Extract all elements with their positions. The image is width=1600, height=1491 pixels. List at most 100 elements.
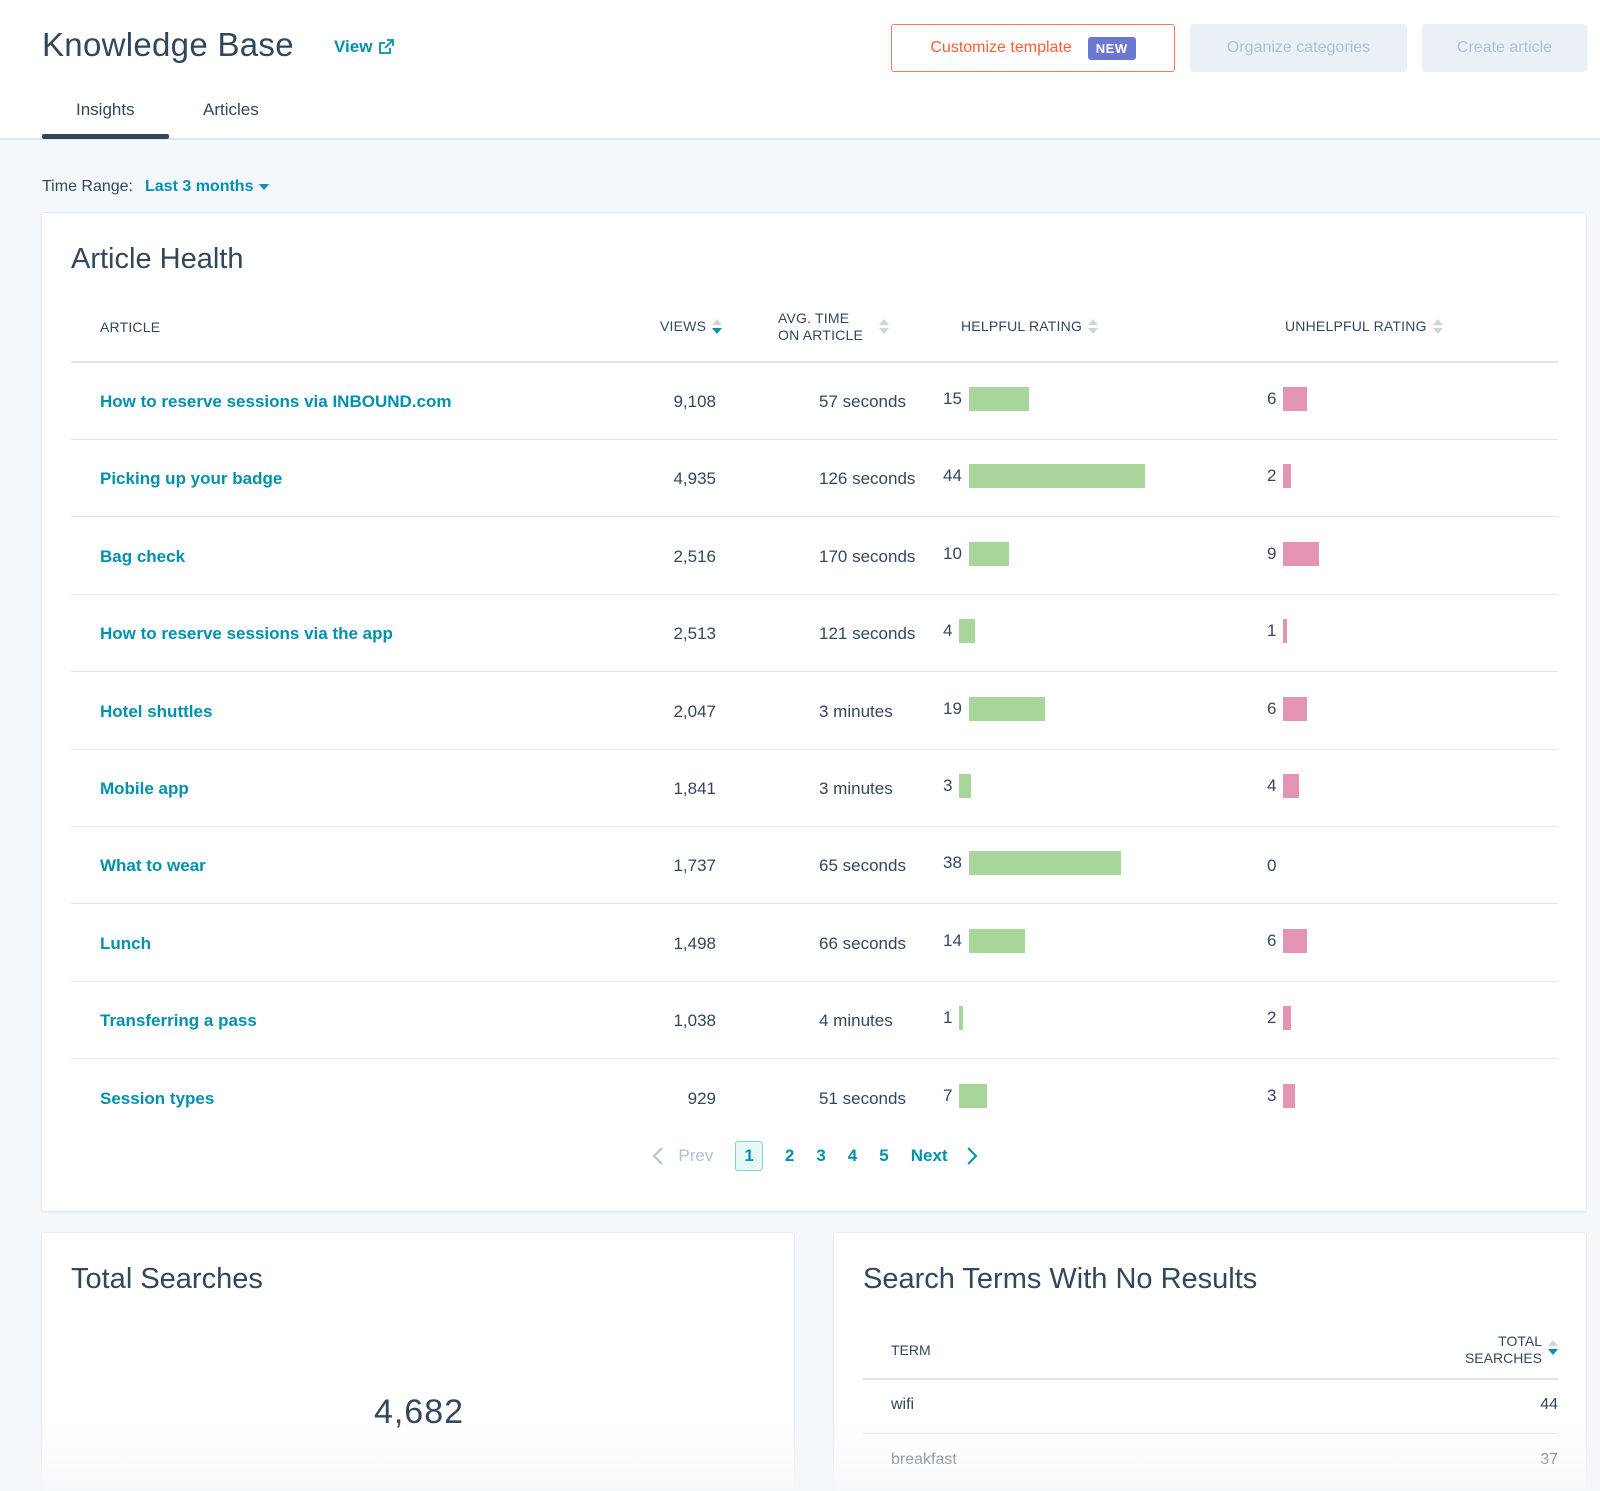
article-link[interactable]: Session types xyxy=(100,1088,215,1108)
external-link-icon xyxy=(379,39,395,54)
table-row: Bag check 2,516 170 seconds 10 9 xyxy=(71,518,1558,595)
unhelpful-rating-value: 6 xyxy=(1267,389,1277,408)
view-link[interactable]: View xyxy=(334,37,395,57)
next-page-label: Next xyxy=(910,1146,948,1165)
views-cell: 9,108 xyxy=(673,392,716,411)
unhelpful-rating-value: 9 xyxy=(1267,543,1277,563)
page-button-2[interactable]: 2 xyxy=(784,1146,795,1165)
customize-template-button[interactable]: Customize template NEW xyxy=(891,24,1175,72)
column-header-article: ARTICLE xyxy=(100,319,161,335)
count-cell: 37 xyxy=(1540,1451,1558,1468)
helpful-rating-bar xyxy=(959,774,971,798)
helpful-rating-value: 38 xyxy=(943,853,962,873)
table-header-divider xyxy=(71,361,1558,363)
helpful-rating-bar xyxy=(959,1006,963,1031)
helpful-rating-value: 44 xyxy=(943,466,962,486)
organize-categories-button[interactable]: Organize categories xyxy=(1190,24,1407,72)
count-cell: 44 xyxy=(1540,1396,1558,1413)
customize-template-label: Customize template xyxy=(930,39,1072,56)
unhelpful-rating-bar xyxy=(1283,464,1291,489)
unhelpful-rating-bar xyxy=(1283,541,1319,566)
table-row: What to wear 1,737 65 seconds 38 0 xyxy=(71,827,1558,905)
sort-icon xyxy=(1548,1339,1558,1357)
time-range-filter: Time Range: Last 3 months xyxy=(42,178,270,196)
unhelpful-rating-bar xyxy=(1283,696,1307,721)
term-cell: wifi xyxy=(891,1396,915,1413)
article-link[interactable]: How to reserve sessions via the app xyxy=(100,624,393,644)
unhelpful-rating-value: 6 xyxy=(1267,930,1277,950)
total-searches-card: Total Searches 4,682 xyxy=(41,1232,795,1491)
avg-time-cell: 170 seconds xyxy=(819,546,916,566)
column-header-total-line2: SEARCHES xyxy=(1464,1350,1542,1366)
avg-time-cell: 57 seconds xyxy=(819,392,906,411)
sort-icon xyxy=(879,318,889,336)
helpful-rating-bar xyxy=(959,1083,987,1108)
views-cell: 1,841 xyxy=(673,779,716,798)
unhelpful-rating-bar xyxy=(1283,774,1299,798)
column-header-views[interactable]: VIEWS xyxy=(660,318,723,336)
helpful-rating-bar xyxy=(959,619,975,644)
page-button-4[interactable]: 4 xyxy=(847,1146,858,1165)
unhelpful-rating-bar xyxy=(1283,1006,1291,1031)
page-button-3[interactable]: 3 xyxy=(816,1146,826,1165)
helpful-rating-value: 10 xyxy=(943,543,962,563)
article-link[interactable]: Bag check xyxy=(100,546,186,566)
total-searches-value: 4,682 xyxy=(373,1393,465,1431)
article-link[interactable]: What to wear xyxy=(100,856,206,876)
article-link[interactable]: Picking up your badge xyxy=(100,469,283,489)
helpful-rating-bar xyxy=(969,851,1121,876)
unhelpful-rating-value: 6 xyxy=(1267,698,1277,718)
column-header-avg-time[interactable]: AVG. TIME ON ARTICLE xyxy=(778,310,889,344)
unhelpful-rating-bar xyxy=(1283,619,1287,644)
tab-insights[interactable]: Insights xyxy=(76,100,135,119)
column-header-term: TERM xyxy=(891,1342,931,1358)
article-link[interactable]: Lunch xyxy=(100,933,151,953)
views-cell: 2,047 xyxy=(673,701,716,721)
article-health-title: Article Health xyxy=(71,243,244,275)
helpful-rating-bar xyxy=(969,541,1009,566)
column-header-total-searches[interactable]: TOTAL SEARCHES xyxy=(1465,1333,1558,1367)
views-cell: 2,516 xyxy=(673,546,716,566)
helpful-rating-bar xyxy=(969,928,1025,953)
column-header-helpful[interactable]: HELPFUL RATING xyxy=(961,318,1099,336)
no-results-title: Search Terms With No Results xyxy=(863,1263,1258,1295)
sort-icon xyxy=(1432,318,1443,336)
tab-articles[interactable]: Articles xyxy=(203,100,259,119)
column-header-unhelpful[interactable]: UNHELPFUL RATING xyxy=(1285,318,1443,336)
caret-down-icon xyxy=(259,184,270,190)
unhelpful-rating-value: 4 xyxy=(1267,776,1277,795)
chevron-left-icon xyxy=(652,1147,664,1165)
time-range-value: Last 3 months xyxy=(145,178,254,195)
page-header: Knowledge Base View Customize template N… xyxy=(0,0,1600,140)
page-button-1[interactable]: 1 xyxy=(735,1141,763,1171)
unhelpful-rating-value: 0 xyxy=(1267,856,1277,876)
create-article-button[interactable]: Create article xyxy=(1422,24,1587,72)
next-page-button[interactable]: Next xyxy=(900,1146,989,1166)
page-title: Knowledge Base xyxy=(42,26,294,63)
time-range-dropdown[interactable]: Last 3 months xyxy=(145,178,270,196)
page-button-5[interactable]: 5 xyxy=(879,1146,889,1165)
article-link[interactable]: Mobile app xyxy=(100,779,189,798)
term-cell: breakfast xyxy=(891,1451,957,1468)
avg-time-cell: 66 seconds xyxy=(819,933,906,953)
unhelpful-rating-bar xyxy=(1283,928,1307,953)
views-cell: 1,737 xyxy=(673,856,716,876)
unhelpful-rating-bar xyxy=(1283,387,1307,411)
helpful-rating-value: 3 xyxy=(943,776,953,795)
table-row: Mobile app 1,841 3 minutes 3 4 xyxy=(71,750,1558,827)
unhelpful-rating-value: 3 xyxy=(1267,1085,1277,1105)
article-link[interactable]: How to reserve sessions via INBOUND.com xyxy=(100,392,452,411)
table-header-divider xyxy=(863,1378,1558,1380)
views-cell: 1,038 xyxy=(673,1011,716,1031)
prev-page-label: Prev xyxy=(678,1146,714,1165)
helpful-rating-value: 15 xyxy=(943,389,962,408)
table-row: How to reserve sessions via the app 2,513… xyxy=(71,595,1558,673)
table-row: Lunch 1,498 66 seconds 14 6 xyxy=(71,905,1558,982)
article-link[interactable]: Hotel shuttles xyxy=(100,701,213,721)
prev-page-button[interactable]: Prev xyxy=(641,1146,724,1166)
views-cell: 2,513 xyxy=(673,624,716,644)
article-link[interactable]: Transferring a pass xyxy=(100,1011,257,1031)
table-row: How to reserve sessions via INBOUND.com 9… xyxy=(71,363,1558,440)
column-header-helpful-label: HELPFUL RATING xyxy=(961,318,1083,334)
pagination: Prev 1 2 3 4 5 Next xyxy=(42,1141,1588,1171)
